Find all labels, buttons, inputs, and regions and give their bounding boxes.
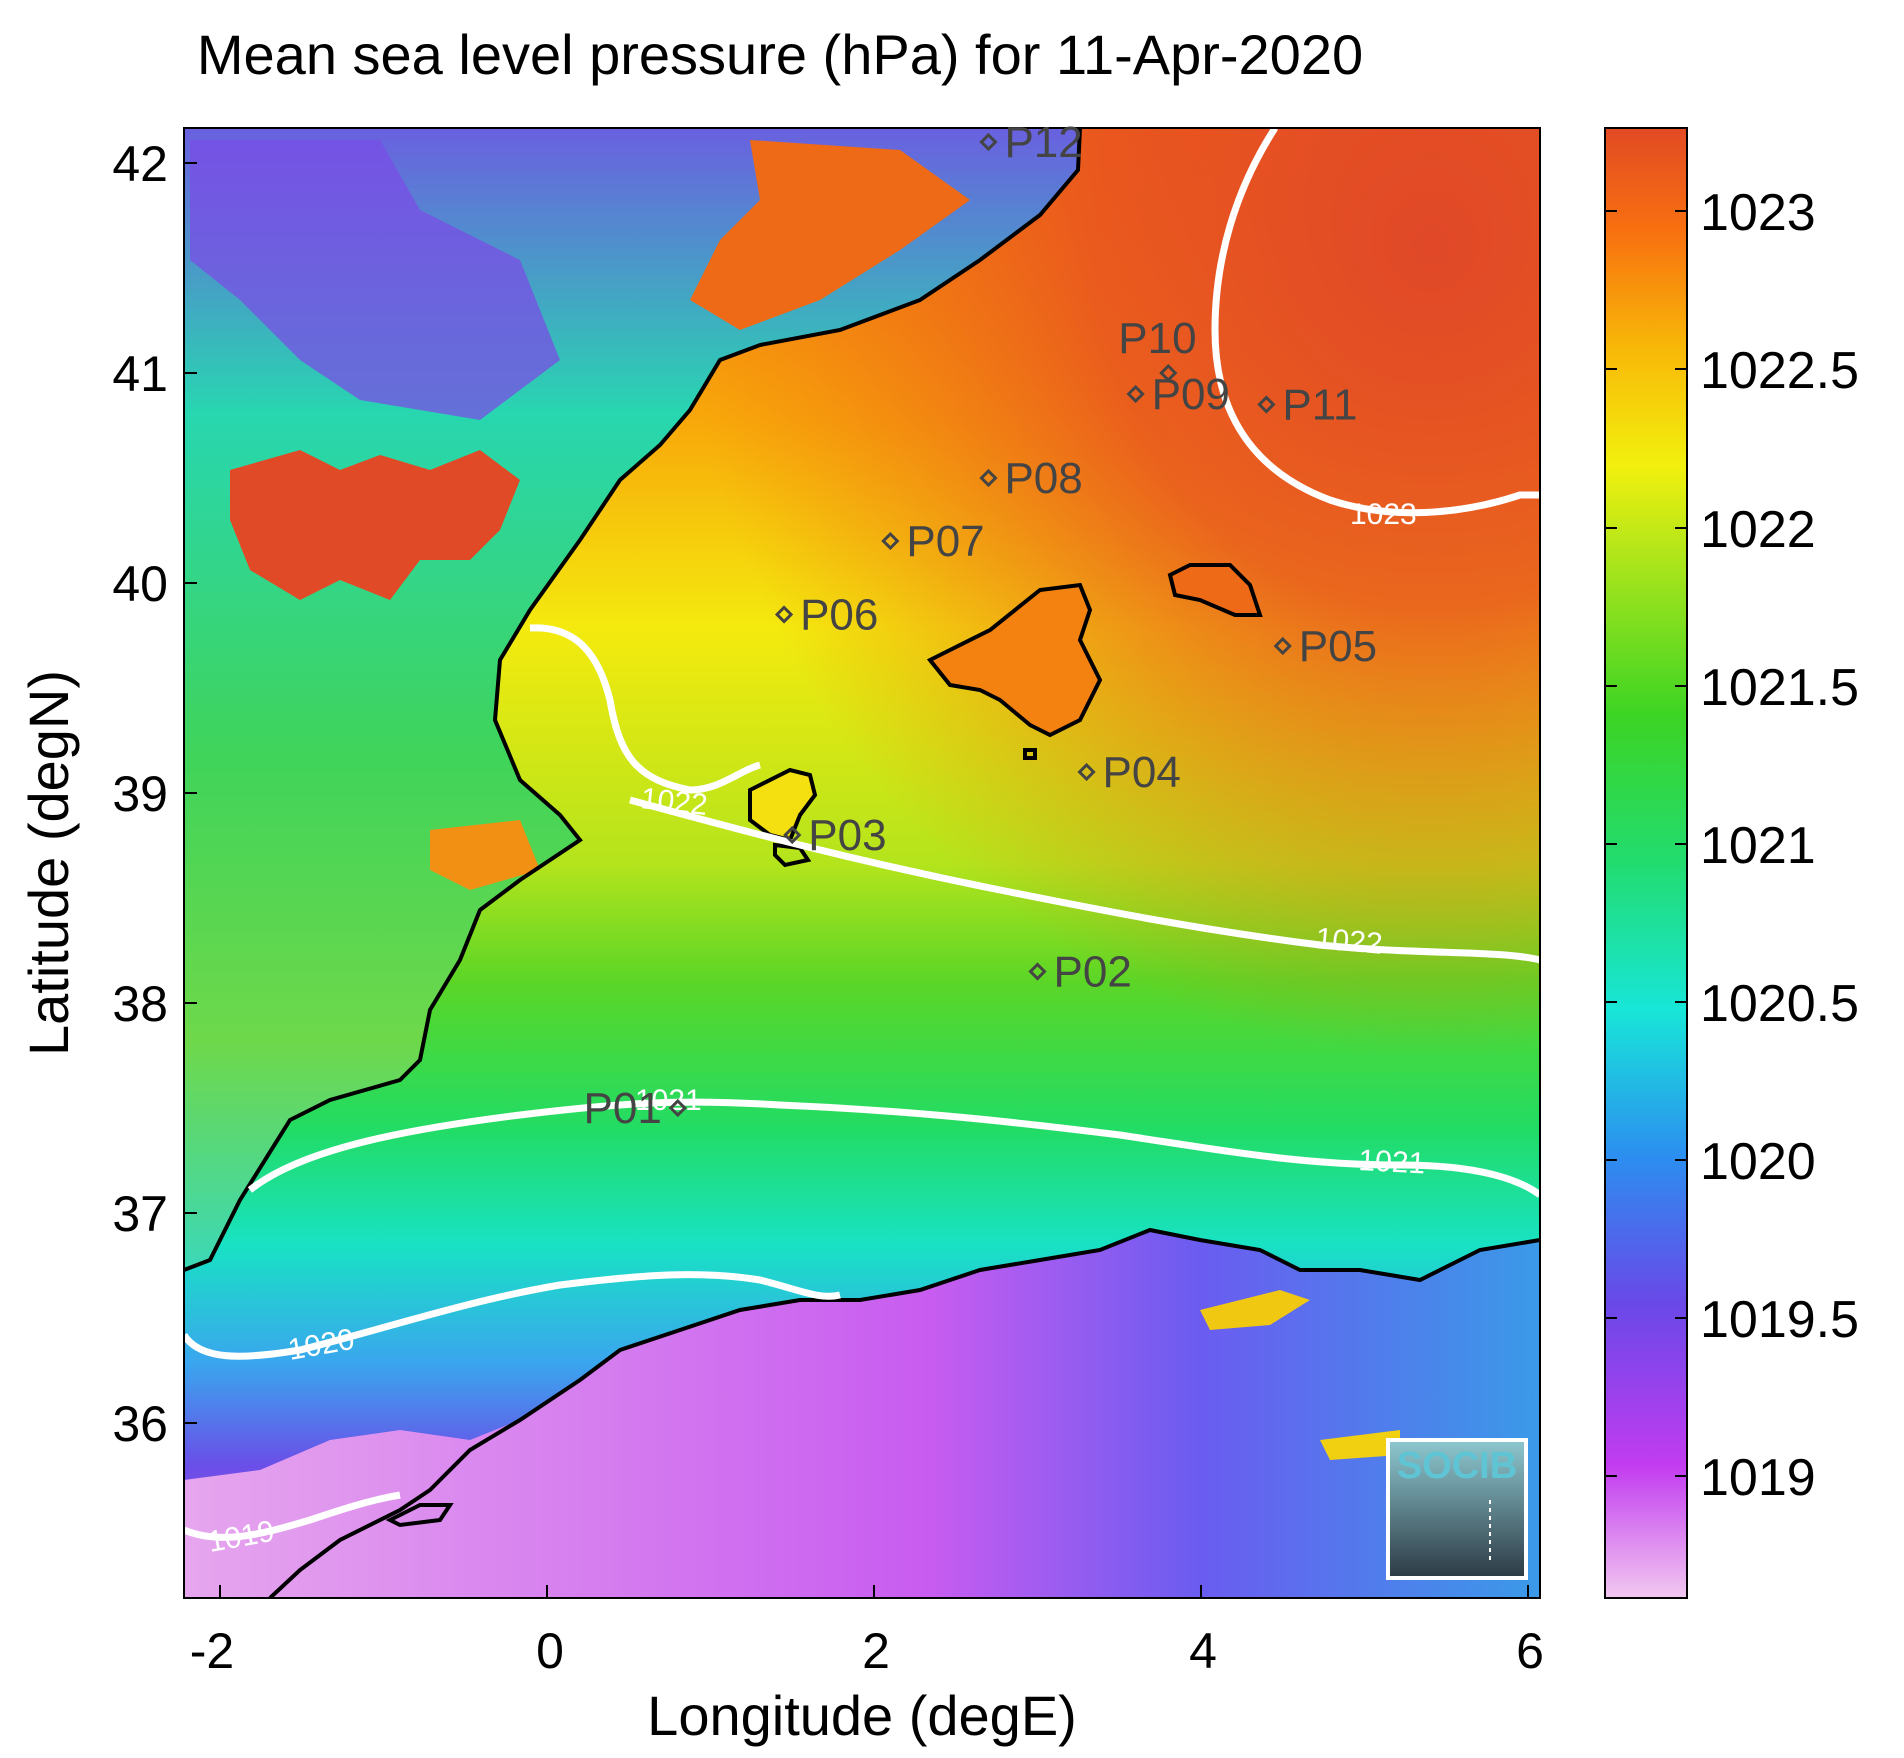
station-label: P08	[1004, 454, 1082, 503]
socib-logo-text: SOCIB	[1397, 1445, 1517, 1487]
station-marker	[1257, 395, 1276, 414]
x-tick-label: 4	[1189, 1623, 1217, 1679]
colorbar-tick-label: 1020.5	[1700, 975, 1859, 1033]
station-marker	[1028, 962, 1047, 981]
colorbar: 1023 1022.5 1022 1021.5 1021 1020.5 1020…	[1604, 127, 1859, 1599]
y-tick-label: 40	[112, 556, 168, 612]
stations: P01 P02 P03 P04 P05 P06 P07 P08 P09 P10 P11 P12	[584, 118, 1378, 1133]
y-tick-label: 39	[112, 766, 168, 822]
contour-label: 1022	[639, 782, 709, 822]
menorca-island	[1170, 565, 1260, 615]
station-label: P02	[1054, 948, 1132, 997]
colorbar-tick-label: 1022	[1700, 501, 1816, 559]
x-tick-label: 6	[1516, 1623, 1544, 1679]
socib-logo: SOCIB	[1386, 1438, 1528, 1580]
station-marker	[668, 1098, 687, 1118]
station-marker	[881, 531, 900, 551]
station-label: P12	[1004, 118, 1082, 167]
spain-orange-patch	[430, 820, 540, 890]
isobar-1023	[1211, 128, 1540, 517]
x-tick-label: 0	[536, 1623, 564, 1679]
y-axis-label: Latitude (degN)	[17, 670, 80, 1056]
coastline	[184, 128, 1540, 1598]
ibiza-island	[750, 770, 815, 840]
y-tick-label: 41	[112, 346, 168, 402]
contour-label: 1023	[1350, 498, 1417, 531]
station-label: P07	[906, 517, 984, 566]
y-tick-label: 38	[112, 976, 168, 1032]
africa-yellow-patch	[1200, 1290, 1310, 1330]
station-marker	[1126, 384, 1145, 404]
station-label: P04	[1103, 748, 1181, 797]
isobar-1020	[184, 1271, 841, 1360]
station-label: P03	[808, 811, 886, 860]
station-marker	[1077, 762, 1096, 782]
africa-yellow-patch	[1320, 1430, 1400, 1460]
y-tick-label: 42	[112, 136, 168, 192]
spain-violet-patch	[190, 140, 560, 420]
spain-high-blob	[230, 450, 520, 600]
colorbar-tick-label: 1019.5	[1700, 1291, 1859, 1349]
y-axis: 42 41 40 39 38 37 36 Latitude (degN)	[17, 136, 197, 1452]
isobar-1022-east	[629, 796, 1540, 964]
station-label: P01	[584, 1084, 662, 1133]
x-tick-label: -2	[190, 1623, 234, 1679]
station-marker	[1273, 636, 1292, 656]
station-label: P06	[800, 591, 878, 640]
spain-land	[184, 128, 1080, 1270]
colorbar-tick-label: 1021.5	[1700, 659, 1859, 717]
colorbar-tick-label: 1023	[1700, 184, 1816, 242]
isobar-1019	[184, 1491, 401, 1541]
x-tick-label: 2	[862, 1623, 890, 1679]
isobars	[184, 128, 1540, 1541]
contour-label: 1022	[1314, 922, 1383, 961]
pressure-field	[184, 128, 1540, 1598]
spain-high-blob	[690, 140, 970, 330]
colorbar-tick-label: 1022.5	[1700, 342, 1859, 400]
colorbar-tick-label: 1019	[1700, 1449, 1816, 1507]
station-marker	[774, 605, 794, 624]
station-label: P05	[1299, 622, 1377, 671]
africa-land	[184, 1230, 1540, 1598]
colorbar-tick-label: 1020	[1700, 1133, 1816, 1191]
station-marker	[979, 132, 998, 152]
isobar-1021	[247, 1098, 1540, 1198]
mallorca-island	[930, 585, 1100, 735]
x-axis: -2 0 2 4 6 Longitude (degE)	[190, 1585, 1544, 1747]
station-label: P10	[1118, 314, 1196, 363]
isobar-1022-west	[529, 624, 762, 794]
x-axis-label: Longitude (degE)	[647, 1684, 1077, 1747]
station-marker	[783, 825, 802, 845]
station-marker	[1159, 363, 1178, 383]
contour-label: 1021	[635, 1084, 702, 1117]
station-marker	[979, 468, 998, 488]
colorbar-scale	[1604, 127, 1688, 1599]
y-tick-label: 36	[112, 1396, 168, 1452]
y-tick-label: 37	[112, 1186, 168, 1242]
map-frame	[183, 127, 1541, 1599]
map-title: Mean sea level pressure (hPa) for 11-Apr…	[196, 23, 1364, 86]
contour-label: 1021	[1358, 1144, 1426, 1180]
colorbar-tick-label: 1021	[1700, 817, 1816, 875]
station-label: P11	[1282, 381, 1357, 430]
station-label: P09	[1152, 370, 1230, 419]
